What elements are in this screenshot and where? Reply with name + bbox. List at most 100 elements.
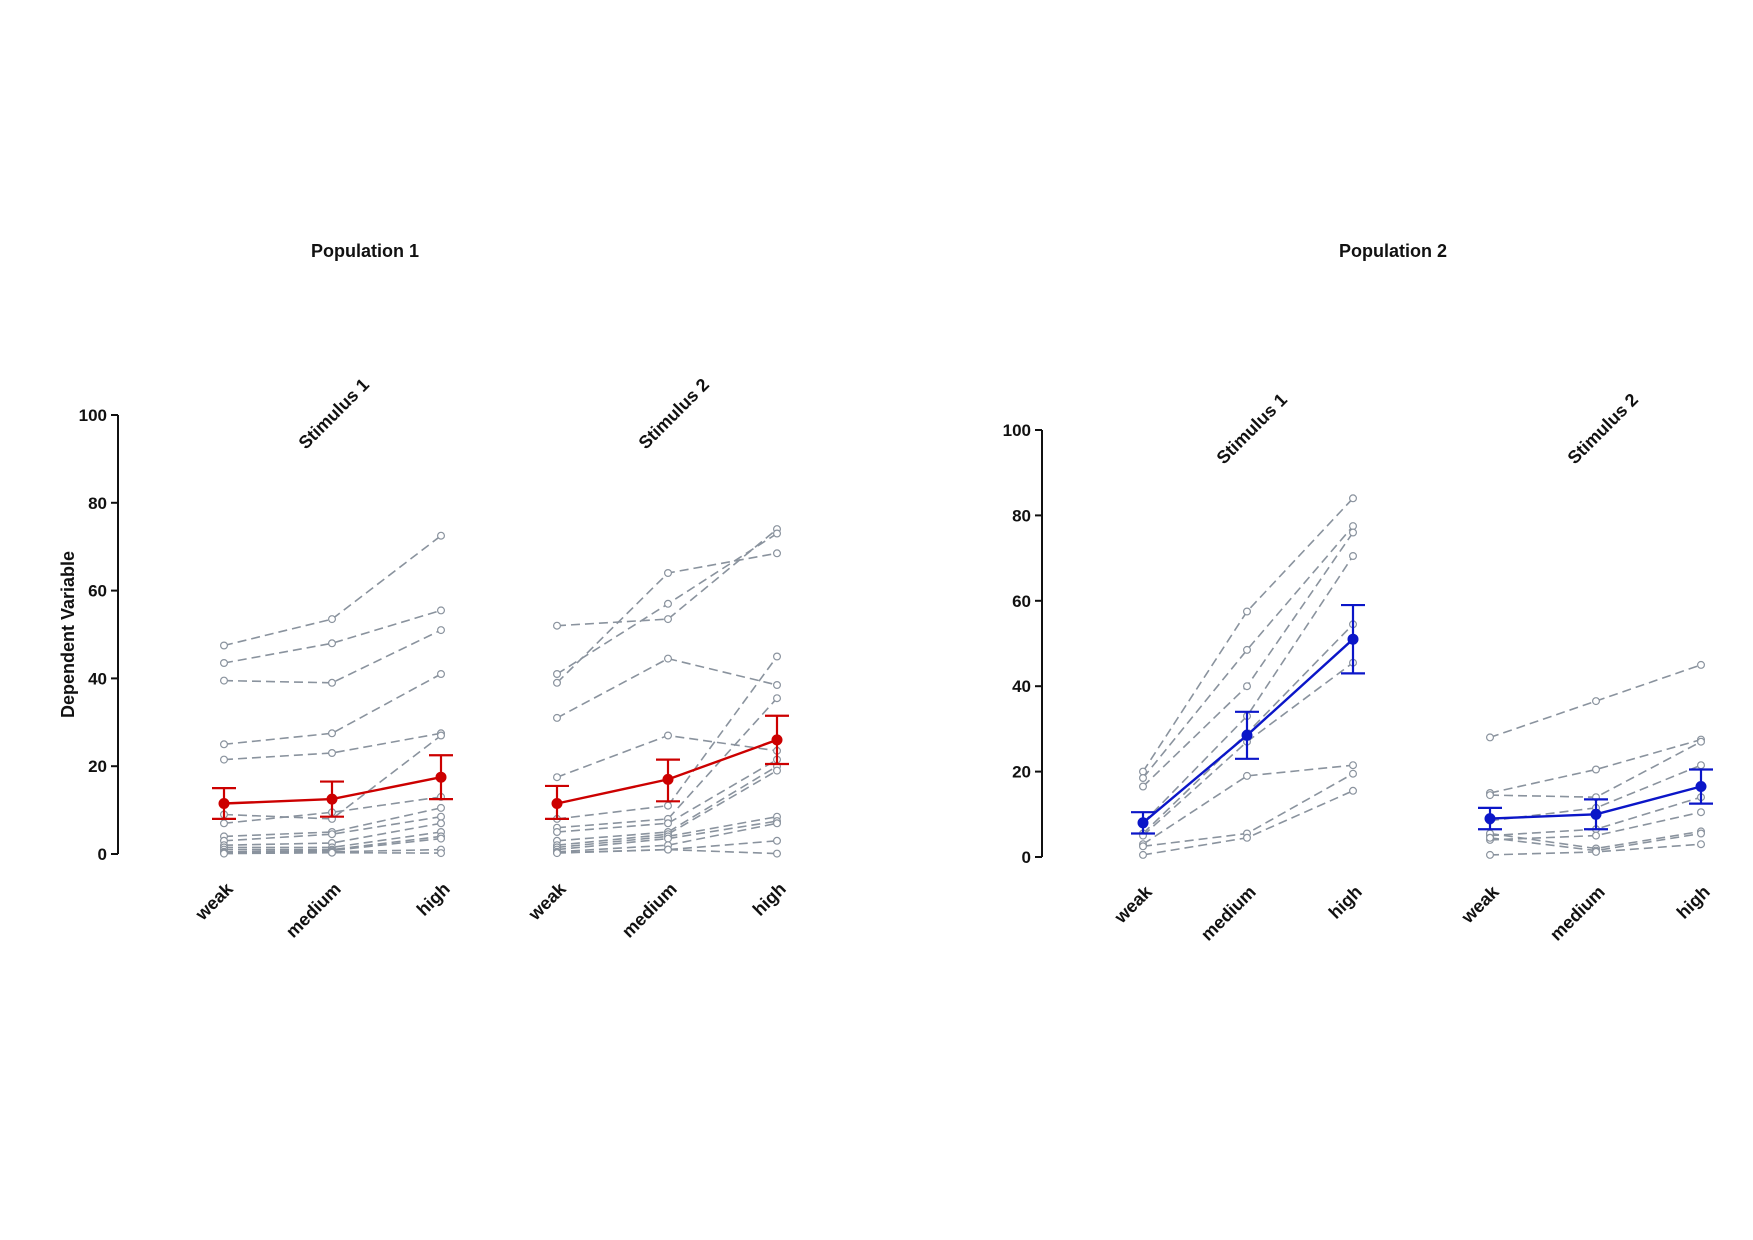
- individual-point: [328, 639, 337, 648]
- individual-line: [224, 831, 442, 849]
- individual-point: [1348, 522, 1357, 531]
- y-tick-label: 40: [88, 669, 107, 688]
- y-tick-label: 20: [1012, 763, 1031, 782]
- y-tick-label: 60: [88, 582, 107, 601]
- individual-point: [220, 755, 229, 764]
- individual-line: [223, 848, 442, 854]
- x-tick-label: weak: [1457, 881, 1504, 928]
- individual-point: [1138, 850, 1147, 859]
- individual-point: [437, 834, 446, 843]
- individual-line: [556, 820, 778, 851]
- y-tick-label: 0: [1022, 848, 1031, 867]
- individual-point: [1591, 847, 1600, 856]
- individual-line: [556, 848, 778, 855]
- x-tick-label: medium: [1546, 882, 1609, 945]
- individual-point: [328, 615, 337, 624]
- individual-line: [223, 734, 442, 820]
- panel-title: Stimulus 2: [1564, 390, 1643, 469]
- mean-point: [662, 773, 674, 785]
- individual-point: [1242, 682, 1251, 691]
- individual-point: [220, 849, 229, 858]
- individual-point: [1138, 773, 1147, 782]
- individual-point: [220, 676, 229, 685]
- individual-line: [223, 815, 442, 842]
- individual-line: [223, 732, 442, 761]
- mean-point: [1590, 808, 1602, 820]
- individual-point: [437, 626, 446, 635]
- y-tick-label: 60: [1012, 592, 1031, 611]
- individual-point: [220, 641, 229, 650]
- individual-point: [772, 836, 781, 845]
- individual-line: [556, 657, 778, 719]
- individual-point: [328, 830, 337, 839]
- x-tick-label: high: [413, 879, 454, 920]
- individual-point: [1696, 737, 1705, 746]
- individual-line: [223, 807, 442, 838]
- individual-point: [437, 731, 446, 740]
- individual-line: [1489, 738, 1702, 794]
- individual-point: [1348, 761, 1357, 770]
- individual-point: [1138, 842, 1147, 851]
- individual-point: [220, 658, 229, 667]
- x-tick-label: weak: [1110, 881, 1157, 928]
- individual-point: [1485, 833, 1494, 842]
- individual-point: [772, 694, 781, 703]
- mean-point: [1241, 729, 1253, 741]
- individual-point: [552, 849, 561, 858]
- individual-point: [1696, 840, 1705, 849]
- individual-point: [328, 748, 337, 757]
- individual-point: [1696, 660, 1705, 669]
- individual-line: [556, 765, 778, 842]
- individual-point: [552, 773, 561, 782]
- individual-point: [1696, 829, 1705, 838]
- individual-point: [328, 729, 337, 738]
- y-tick-label: 40: [1012, 677, 1031, 696]
- individual-point: [1242, 771, 1251, 780]
- individual-point: [1138, 782, 1147, 791]
- mean-point: [1695, 781, 1707, 792]
- individual-point: [772, 652, 781, 661]
- mean-point: [1484, 813, 1496, 825]
- individual-point: [328, 678, 337, 687]
- individual-line: [223, 535, 442, 647]
- mean-point: [326, 793, 338, 805]
- individual-point: [437, 849, 446, 858]
- y-tick-label: 80: [1012, 506, 1031, 525]
- individual-point: [772, 819, 781, 828]
- individual-point: [437, 803, 446, 812]
- population-title: Population 1: [311, 241, 419, 261]
- individual-line: [223, 609, 442, 664]
- individual-line: [223, 629, 442, 684]
- individual-line: [1489, 830, 1702, 850]
- mean-point: [1347, 633, 1359, 645]
- panel-title: Stimulus 2: [635, 375, 714, 454]
- individual-point: [663, 801, 672, 810]
- population-1-chart: Population 1 0 20 40 60 80 100 Dependent Variab…: [58, 241, 790, 942]
- individual-point: [1348, 494, 1357, 503]
- individual-point: [663, 731, 672, 740]
- x-tick-label: weak: [524, 878, 571, 925]
- individual-line: [556, 528, 778, 627]
- individual-point: [437, 669, 446, 678]
- panel-title: Stimulus 1: [295, 375, 374, 454]
- x-tick-label: high: [1325, 882, 1366, 923]
- individual-point: [1348, 786, 1357, 795]
- individual-line: [556, 815, 778, 849]
- individual-point: [1696, 808, 1705, 817]
- individual-point: [437, 819, 446, 828]
- individual-point: [772, 680, 781, 689]
- individual-point: [437, 812, 446, 821]
- individual-point: [772, 549, 781, 558]
- y-tick-label: 100: [79, 406, 107, 425]
- individual-point: [772, 529, 781, 538]
- mean-point: [771, 734, 783, 746]
- individual-point: [552, 827, 561, 836]
- individual-line: [223, 796, 442, 825]
- individual-point: [437, 606, 446, 615]
- individual-point: [552, 713, 561, 722]
- x-tick-label: medium: [282, 879, 345, 942]
- mean-point: [1137, 817, 1149, 829]
- y-tick-label: 0: [98, 845, 107, 864]
- y-tick-label: 80: [88, 494, 107, 513]
